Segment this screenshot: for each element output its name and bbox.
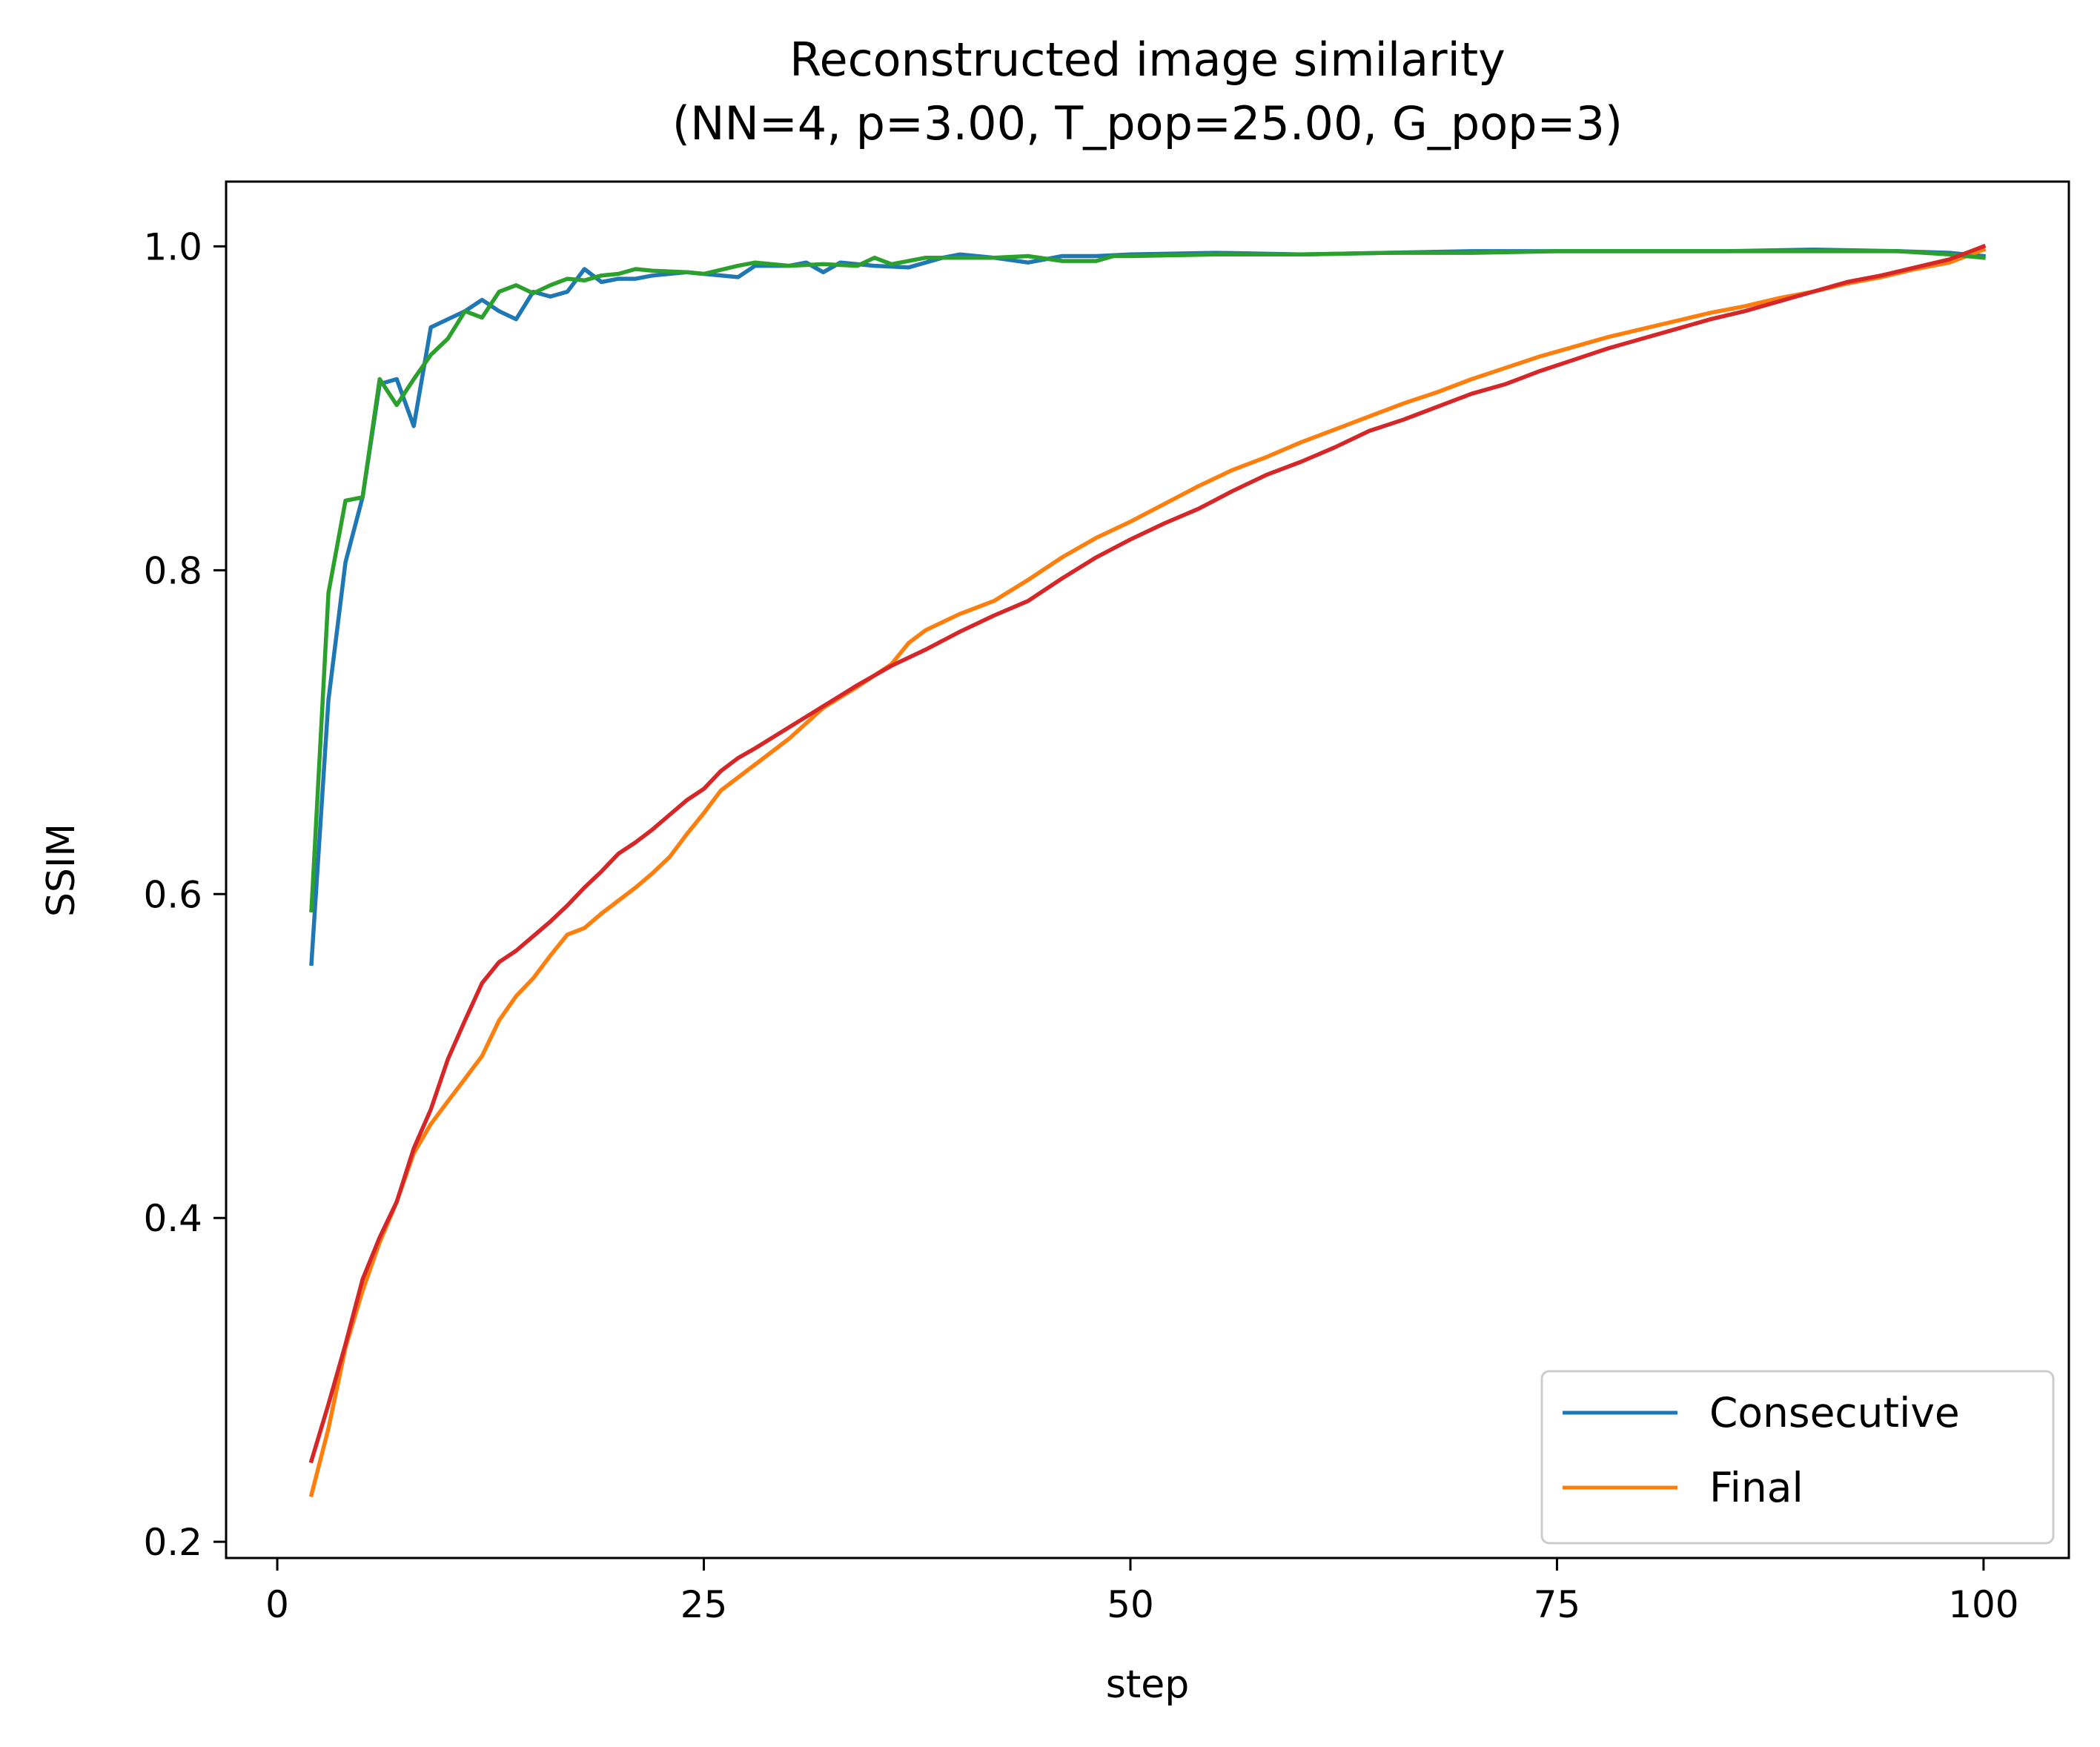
final-line — [308, 247, 1987, 1498]
y-tick-label: 1.0 — [143, 225, 202, 268]
series-4-line — [308, 243, 1987, 1464]
series-layer — [308, 243, 1987, 1498]
y-tick-label: 0.2 — [143, 1521, 202, 1564]
y-tick-label: 0.4 — [143, 1197, 202, 1240]
legend-final-label: Final — [1709, 1464, 1803, 1511]
y-axis-ticks: 0.2 0.4 0.6 0.8 1.0 — [143, 225, 226, 1564]
x-tick-label: 100 — [1948, 1583, 2018, 1626]
legend: Consecutive Final — [1540, 1370, 2055, 1545]
chart-subtitle: (NN=4, p=3.00, T_pop=25.00, G_pop=3) — [672, 96, 1623, 150]
x-tick-label: 50 — [1107, 1583, 1154, 1626]
x-tick-label: 0 — [265, 1583, 289, 1626]
y-tick-label: 0.8 — [143, 549, 202, 592]
y-axis-label: SSIM — [39, 823, 84, 917]
series-3-line — [309, 249, 1986, 912]
x-axis-ticks: 0 25 50 75 100 — [265, 1558, 2019, 1626]
x-tick-label: 75 — [1534, 1583, 1581, 1626]
chart-title: Reconstructed image similarity — [789, 33, 1506, 87]
y-tick-label: 0.6 — [143, 873, 202, 916]
x-tick-label: 25 — [680, 1583, 728, 1626]
x-axis-label: step — [1106, 1663, 1189, 1707]
plot-frame — [225, 180, 2070, 1559]
legend-consecutive-label: Consecutive — [1709, 1389, 1960, 1436]
